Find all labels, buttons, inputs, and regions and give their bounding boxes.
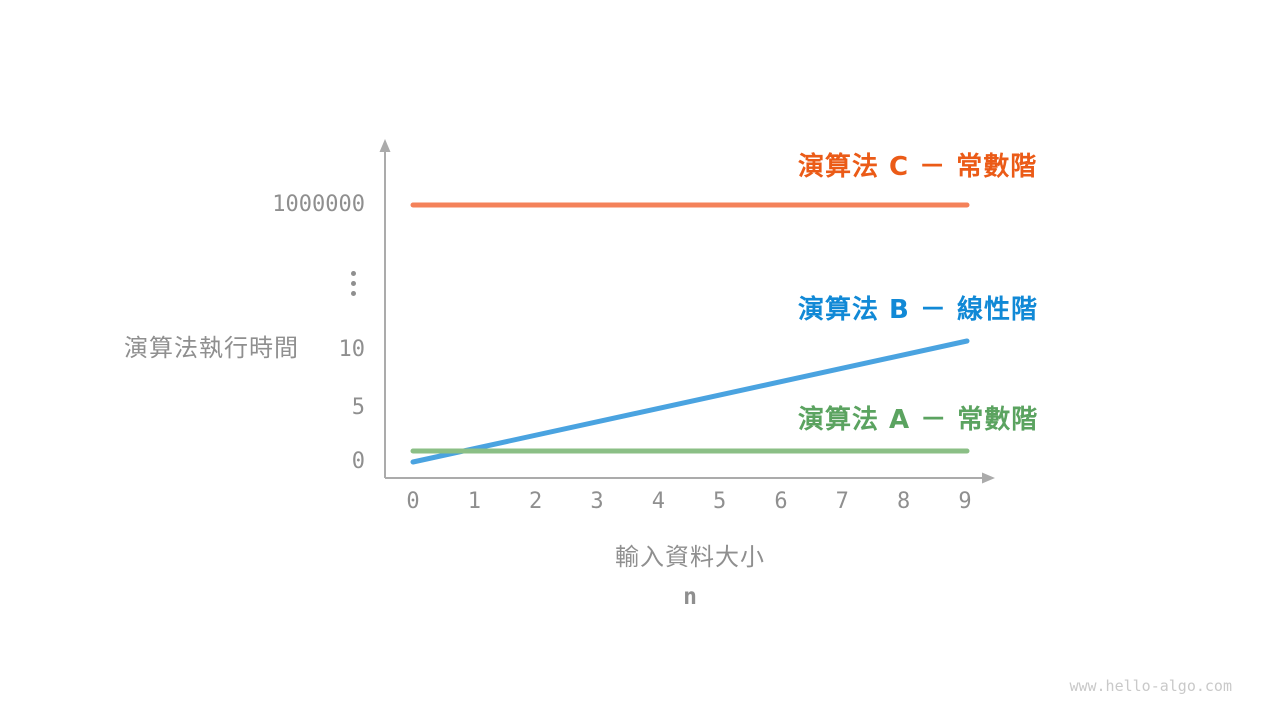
series-line-b [410,338,970,465]
legend-algorithm-a: 演算法 A － 常數階 [798,405,1039,435]
x-axis-title: 輸入資料大小 [615,543,765,571]
x-tick-label: 8 [897,489,911,514]
y-tick-label: 10 [338,337,366,362]
ellipsis-dot-icon [351,291,356,296]
y-axis-break-ellipsis-icon [351,271,356,296]
x-tick-label: 0 [406,489,420,514]
x-tick-label: 2 [529,489,543,514]
x-tick-label: 3 [590,489,604,514]
legend-algorithm-b: 演算法 B － 線性階 [798,295,1038,325]
x-tick-label: 1 [467,489,481,514]
x-axis-variable: n [683,584,697,610]
watermark: www.hello-algo.com [1069,677,1232,695]
ellipsis-dot-icon [351,271,356,276]
y-axis-arrow-icon [379,139,391,152]
y-tick-label: 5 [351,395,365,420]
y-axis-title: 演算法執行時間 [124,334,299,362]
ellipsis-dot-icon [351,281,356,286]
x-tick-label: 9 [958,489,972,514]
x-axis-arrow-icon [982,472,995,484]
x-tick-label: 6 [774,489,788,514]
legend-algorithm-c: 演算法 C － 常數階 [798,152,1038,182]
x-tick-label: 4 [651,489,665,514]
y-tick-label: 1000000 [272,192,365,217]
x-tick-label: 7 [835,489,849,514]
x-tick-label: 5 [713,489,727,514]
y-tick-label: 0 [351,449,365,474]
